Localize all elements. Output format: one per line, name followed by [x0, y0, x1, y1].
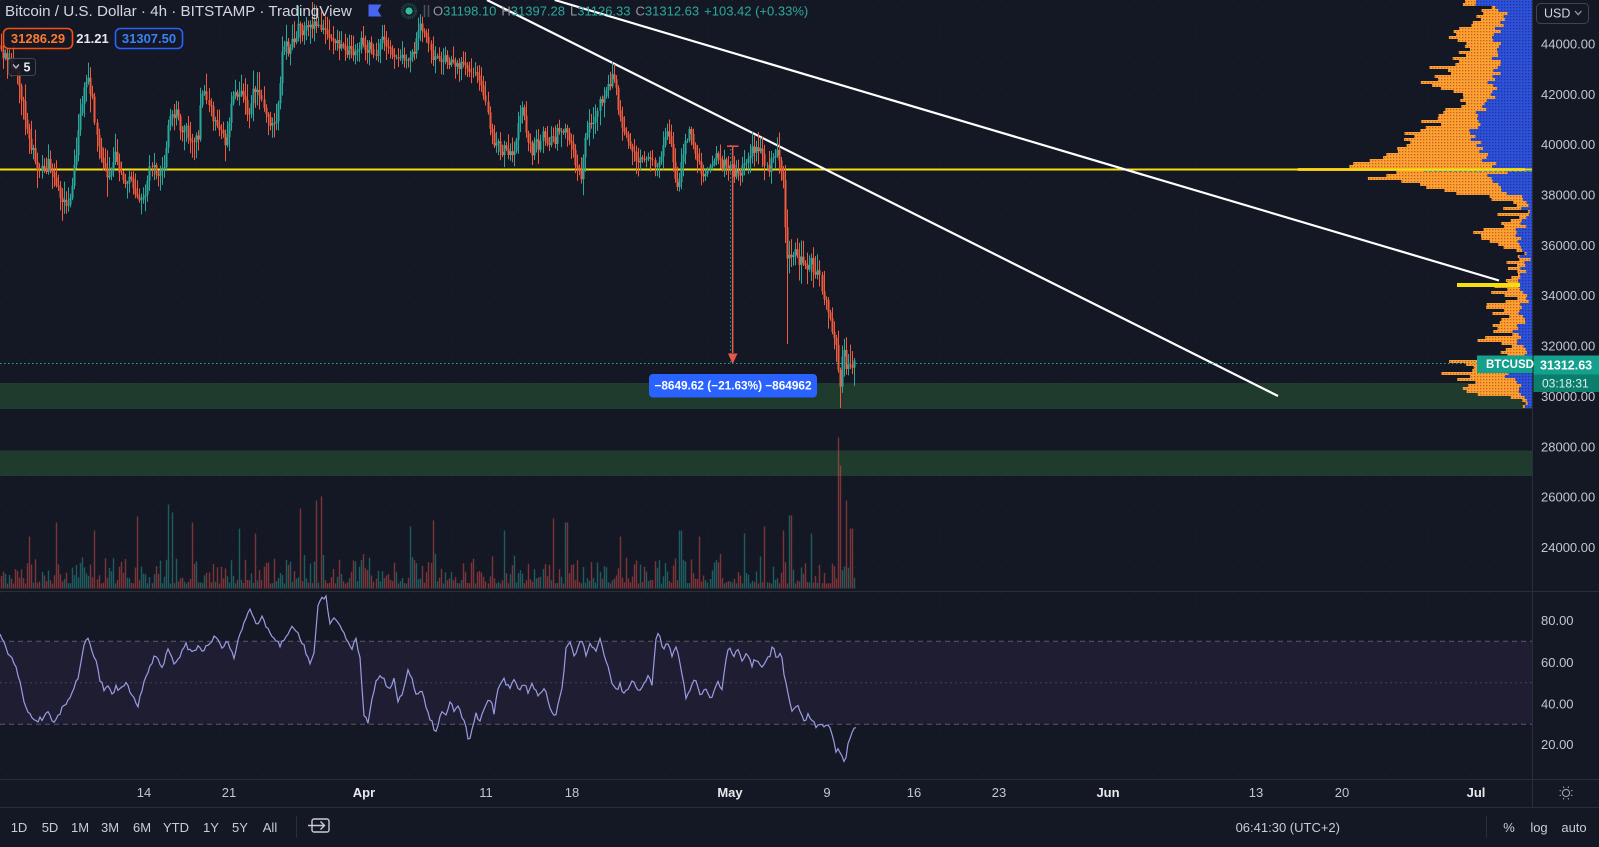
svg-text:26000.00: 26000.00: [1541, 490, 1595, 505]
svg-text:May: May: [717, 785, 743, 800]
svg-text:30000.00: 30000.00: [1541, 389, 1595, 404]
svg-text:14: 14: [137, 785, 151, 800]
svg-text:21.21: 21.21: [76, 31, 109, 46]
svg-text:9: 9: [823, 785, 830, 800]
svg-text:80.00: 80.00: [1541, 613, 1574, 628]
svg-text:44000.00: 44000.00: [1541, 36, 1595, 51]
svg-text:YTD: YTD: [163, 820, 189, 835]
svg-text:23: 23: [992, 785, 1006, 800]
svg-text:38000.00: 38000.00: [1541, 188, 1595, 203]
svg-text:%: %: [1503, 820, 1515, 835]
svg-text:24000.00: 24000.00: [1541, 540, 1595, 555]
svg-text:03:18:31: 03:18:31: [1542, 377, 1589, 391]
svg-text:1M: 1M: [71, 820, 89, 835]
svg-text:Jun: Jun: [1096, 785, 1119, 800]
svg-text:20: 20: [1335, 785, 1349, 800]
svg-text:36000.00: 36000.00: [1541, 238, 1595, 253]
svg-text:1D: 1D: [11, 820, 28, 835]
svg-text:6M: 6M: [133, 820, 151, 835]
svg-text:USD: USD: [1544, 7, 1570, 21]
svg-text:31307.50: 31307.50: [122, 31, 176, 46]
svg-text:BTCUSD: BTCUSD: [1486, 359, 1534, 371]
svg-text:5Y: 5Y: [232, 820, 248, 835]
svg-text:34000.00: 34000.00: [1541, 288, 1595, 303]
svg-text:40.00: 40.00: [1541, 697, 1574, 712]
svg-text:32000.00: 32000.00: [1541, 339, 1595, 354]
svg-text:21: 21: [222, 785, 236, 800]
svg-text:31312.63: 31312.63: [1540, 359, 1592, 373]
svg-text:3M: 3M: [101, 820, 119, 835]
svg-text:16: 16: [907, 785, 921, 800]
svg-text:28000.00: 28000.00: [1541, 439, 1595, 454]
svg-text:log: log: [1530, 820, 1547, 835]
svg-text:−8649.62 (−21.63%) −864962: −8649.62 (−21.63%) −864962: [654, 379, 812, 393]
svg-text:11: 11: [479, 785, 493, 800]
svg-text:Apr: Apr: [353, 785, 375, 800]
svg-text:All: All: [263, 820, 278, 835]
svg-text:auto: auto: [1561, 820, 1586, 835]
svg-text:1Y: 1Y: [203, 820, 219, 835]
svg-text:5D: 5D: [42, 820, 59, 835]
svg-text:13: 13: [1249, 785, 1263, 800]
svg-text:31286.29: 31286.29: [11, 31, 65, 46]
svg-text:40000.00: 40000.00: [1541, 137, 1595, 152]
svg-text:Jul: Jul: [1467, 785, 1486, 800]
svg-text:60.00: 60.00: [1541, 655, 1574, 670]
svg-text:42000.00: 42000.00: [1541, 87, 1595, 102]
svg-text:18: 18: [565, 785, 579, 800]
svg-text:20.00: 20.00: [1541, 737, 1574, 752]
svg-text:5: 5: [24, 61, 31, 75]
svg-text:06:41:30 (UTC+2): 06:41:30 (UTC+2): [1236, 820, 1340, 835]
svg-text:Bitcoin / U.S. Dollar · 4h · B: Bitcoin / U.S. Dollar · 4h · BITSTAMP · …: [5, 3, 352, 20]
